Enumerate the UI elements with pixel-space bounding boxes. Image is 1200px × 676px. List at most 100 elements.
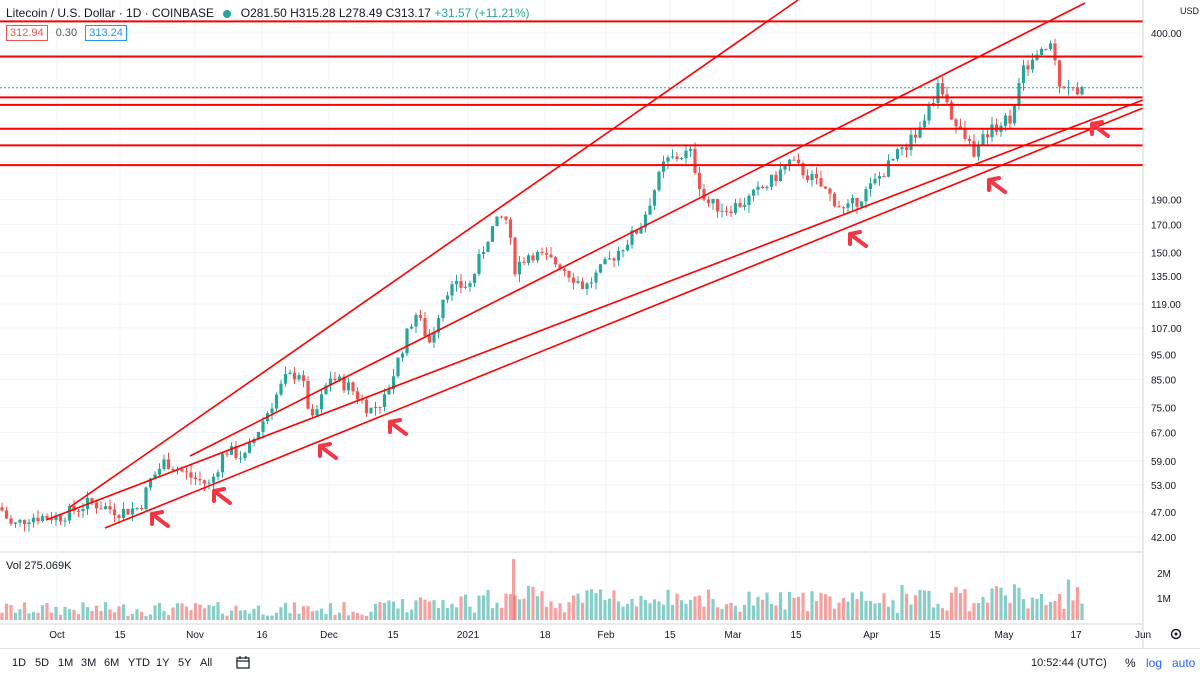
candle-body <box>373 406 378 408</box>
utc-clock[interactable]: 10:52:44 (UTC) <box>1031 657 1107 669</box>
support-arrow-icon <box>848 230 868 248</box>
candle-body <box>342 376 346 391</box>
x-tick-label: Dec <box>320 630 338 641</box>
volume-bar <box>535 596 540 620</box>
candle-body <box>855 197 859 207</box>
timeframe-ytd[interactable]: YTD <box>128 657 150 669</box>
x-tick-label: Mar <box>724 630 742 641</box>
volume-bar <box>634 606 639 620</box>
volume-bar <box>310 611 315 620</box>
market-open-dot-icon <box>223 9 232 18</box>
volume-bar <box>796 596 801 620</box>
x-tick-label: 17 <box>1070 630 1082 641</box>
trendline <box>104 107 1144 529</box>
candle-body <box>769 174 774 187</box>
candle-body <box>238 458 243 460</box>
volume-bar <box>454 607 459 620</box>
volume-bar <box>1026 608 1030 620</box>
y-tick-label: 42.00 <box>1151 533 1176 544</box>
volume-bar <box>22 602 27 620</box>
volume-bar <box>175 603 180 620</box>
candle-body <box>616 250 621 261</box>
candle-body <box>927 104 931 121</box>
candle-body <box>112 509 117 516</box>
candle-body <box>535 251 540 261</box>
volume-bar <box>616 601 621 620</box>
ohlc-open: O281.50 <box>240 6 287 20</box>
auto-scale-toggle[interactable]: auto <box>1172 656 1196 670</box>
volume-bar <box>958 593 963 620</box>
candle-body <box>153 474 157 479</box>
timeframe-6m[interactable]: 6M <box>104 657 120 669</box>
candle-body <box>9 518 13 524</box>
candle-body <box>643 214 648 228</box>
volume-bar <box>9 605 13 620</box>
candle-body <box>868 183 873 190</box>
volume-bar <box>963 589 967 620</box>
price-chart[interactable]: 421.23360.00300.00290.06260.71242.06221.… <box>0 0 1200 648</box>
volume-bar <box>135 609 139 620</box>
volume-bar <box>589 589 594 620</box>
timeframe-all[interactable]: All <box>200 657 213 669</box>
candle-body <box>742 205 747 207</box>
candle-body <box>396 357 400 377</box>
volume-bar <box>364 615 369 620</box>
candle-body <box>670 156 675 158</box>
buy-button[interactable]: 313.24 <box>85 25 127 41</box>
candle-body <box>1021 65 1026 84</box>
volume-bar <box>823 594 828 620</box>
volume-bar <box>76 614 81 620</box>
volume-bar <box>747 591 751 620</box>
candle-body <box>391 376 396 390</box>
candle-body <box>220 453 225 473</box>
support-arrow-icon <box>987 176 1007 194</box>
chart-header: Litecoin / U.S. Dollar · 1D · COINBASE O… <box>6 6 530 20</box>
volume-bar <box>648 603 652 620</box>
candle-body <box>526 255 531 263</box>
timeframe-5y[interactable]: 5Y <box>178 657 192 669</box>
log-scale-toggle[interactable]: log <box>1146 656 1163 670</box>
volume-bar <box>189 610 193 620</box>
volume-tick-label: 2M <box>1157 569 1171 580</box>
candle-body <box>882 176 886 178</box>
volume-bar <box>882 593 886 620</box>
percent-scale-toggle[interactable]: % <box>1125 656 1136 670</box>
candle-body <box>976 144 981 157</box>
volume-bar <box>499 607 504 620</box>
price-axis-bg <box>1143 0 1200 648</box>
candle-body <box>603 259 607 265</box>
volume-bar <box>1071 600 1075 620</box>
candle-body <box>301 375 306 381</box>
volume-bar <box>576 593 580 620</box>
sell-button[interactable]: 312.94 <box>6 25 48 41</box>
timeframe-1m[interactable]: 1M <box>58 657 74 669</box>
volume-bar <box>27 613 31 620</box>
volume-bar <box>486 589 490 620</box>
candle-body <box>751 189 756 196</box>
volume-bar <box>769 603 774 620</box>
volume-bar <box>396 608 400 620</box>
timeframe-5d[interactable]: 5D <box>35 657 50 669</box>
volume-bar <box>297 613 301 620</box>
candle-body <box>490 226 495 242</box>
candle-body <box>135 507 139 509</box>
volume-bar <box>247 613 252 620</box>
symbol-title[interactable]: Litecoin / U.S. Dollar · 1D · COINBASE <box>6 6 215 20</box>
volume-bar <box>1003 595 1008 620</box>
volume-bar <box>967 611 972 620</box>
date-range-icon[interactable] <box>236 656 250 669</box>
candle-body <box>841 207 846 209</box>
volume-bar <box>679 600 684 620</box>
volume-bar <box>954 586 958 620</box>
timeframe-3m[interactable]: 3M <box>81 657 97 669</box>
candle-body <box>720 210 724 212</box>
volume-bar <box>337 612 342 620</box>
timeframe-1d[interactable]: 1D <box>12 657 27 669</box>
volume-bar <box>612 590 616 620</box>
candle-body <box>859 201 864 207</box>
volume-bar <box>130 613 135 620</box>
candle-body <box>369 407 373 414</box>
volume-bar <box>427 601 432 620</box>
timeframe-1y[interactable]: 1Y <box>156 657 170 669</box>
volume-bar <box>918 589 922 620</box>
